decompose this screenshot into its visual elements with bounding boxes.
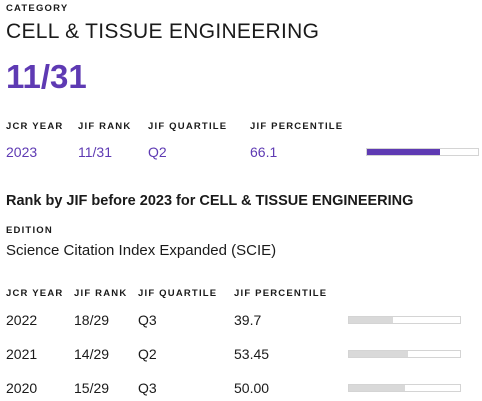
history-row-year: 2020 xyxy=(6,380,38,396)
edition-value: Science Citation Index Expanded (SCIE) xyxy=(6,242,277,259)
current-percentile-bar xyxy=(366,148,479,156)
history-row-quartile: Q2 xyxy=(138,346,157,362)
history-percentile-bar-fill xyxy=(349,317,394,323)
history-title: Rank by JIF before 2023 for CELL & TISSU… xyxy=(6,193,414,209)
current-year: 2023 xyxy=(6,144,38,160)
history-row-percentile: 39.7 xyxy=(234,312,262,328)
category-name: CELL & TISSUE ENGINEERING xyxy=(6,20,320,43)
current-percentile-bar-fill xyxy=(367,149,441,155)
history-row-quartile: Q3 xyxy=(138,312,157,328)
history-percentile-bar-fill xyxy=(349,385,405,391)
edition-label: EDITION xyxy=(6,225,53,236)
history-percentile-bar xyxy=(348,316,461,324)
category-label: CATEGORY xyxy=(6,3,69,14)
history-header-jif-quartile: JIF QUARTILE xyxy=(138,288,218,299)
header-jif-rank: JIF RANK xyxy=(78,121,132,132)
history-row-quartile: Q3 xyxy=(138,380,157,396)
category-rank: 11/31 xyxy=(6,58,87,95)
history-percentile-bar-fill xyxy=(349,351,409,357)
current-quartile: Q2 xyxy=(148,144,167,160)
current-rank: 11/31 xyxy=(78,144,112,160)
history-percentile-bar xyxy=(348,350,461,358)
history-row-percentile: 50.00 xyxy=(234,380,270,396)
history-row-year: 2022 xyxy=(6,312,38,328)
history-header-jif-rank: JIF RANK xyxy=(74,288,128,299)
history-row-rank: 15/29 xyxy=(74,380,110,396)
history-row-rank: 18/29 xyxy=(74,312,110,328)
history-row-year: 2021 xyxy=(6,346,38,362)
header-jif-percentile: JIF PERCENTILE xyxy=(250,121,344,132)
history-row-rank: 14/29 xyxy=(74,346,110,362)
history-row-percentile: 53.45 xyxy=(234,346,270,362)
history-percentile-bar xyxy=(348,384,461,392)
history-header-jif-percentile: JIF PERCENTILE xyxy=(234,288,328,299)
current-percentile: 66.1 xyxy=(250,144,278,160)
header-jcr-year: JCR YEAR xyxy=(6,121,64,132)
header-jif-quartile: JIF QUARTILE xyxy=(148,121,228,132)
history-header-jcr-year: JCR YEAR xyxy=(6,288,64,299)
